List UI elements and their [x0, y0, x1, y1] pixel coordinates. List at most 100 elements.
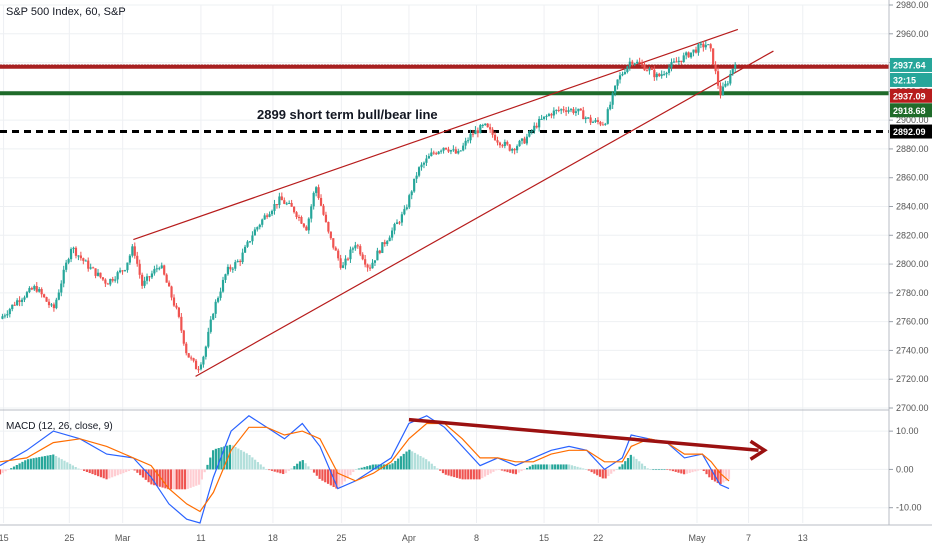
hist-bar	[545, 464, 548, 470]
candle-body	[25, 292, 29, 298]
hist-bar	[697, 469, 700, 471]
candle-body	[40, 289, 43, 295]
candle-body	[60, 283, 63, 293]
candle-body	[187, 353, 190, 358]
candle-body	[528, 131, 531, 137]
hist-bar	[702, 469, 705, 472]
y-tick-label: 2700.00	[896, 403, 929, 413]
candle-body	[35, 286, 38, 292]
y-tick-label: 2760.00	[896, 317, 929, 327]
hist-bar	[467, 469, 470, 480]
candle-body	[241, 252, 244, 263]
hist-bar	[671, 469, 675, 472]
candle-body	[491, 129, 494, 135]
hist-bar	[497, 469, 501, 471]
candle-body	[386, 241, 389, 245]
candle-body	[92, 267, 95, 269]
hist-bar	[315, 469, 318, 476]
candle-body	[464, 140, 467, 146]
badge-black-bg	[890, 124, 932, 139]
hist-bar	[108, 469, 111, 479]
hist-bar	[195, 469, 198, 486]
hist-bar	[646, 468, 649, 470]
candle-body	[67, 259, 70, 263]
candle-body	[349, 249, 352, 260]
candle-body	[476, 130, 479, 134]
candle-body	[444, 147, 448, 150]
candle-body	[47, 301, 51, 306]
hist-bar	[4, 469, 7, 472]
candle-body	[315, 187, 318, 193]
candle-body	[182, 330, 185, 344]
candle-body	[540, 118, 543, 120]
candle-body	[77, 255, 80, 257]
candle-body	[270, 210, 274, 215]
hist-bar	[666, 469, 669, 471]
candle-body	[160, 265, 163, 269]
candle-body	[319, 197, 323, 206]
hist-bar	[298, 461, 302, 470]
candle-body	[89, 267, 92, 269]
hist-bar	[203, 469, 206, 473]
hist-bar	[85, 469, 89, 472]
hist-bar	[105, 469, 108, 480]
x-tick-label: 22	[593, 533, 603, 543]
candle-body	[660, 74, 663, 77]
hist-bar	[49, 455, 52, 470]
candle-body	[626, 66, 629, 73]
hist-bar	[506, 469, 509, 473]
x-tick-label: 8	[474, 533, 479, 543]
candle-body	[65, 262, 68, 270]
candle-body	[636, 61, 639, 64]
candle-body	[452, 149, 455, 151]
candle-body	[214, 301, 217, 314]
hist-bar	[256, 462, 260, 470]
hist-bar	[133, 469, 136, 471]
candle-body	[520, 138, 524, 141]
hist-bar	[183, 469, 187, 490]
hist-bar	[680, 469, 683, 474]
hist-bar	[226, 445, 229, 470]
candle-body	[52, 304, 56, 309]
hist-bar	[71, 465, 74, 470]
hist-bar	[175, 469, 178, 490]
candle-body	[408, 195, 411, 208]
candle-body	[579, 108, 582, 111]
candle-body	[155, 268, 158, 270]
candle-body	[604, 123, 607, 125]
hist-bar	[475, 469, 478, 480]
candle-body	[364, 259, 367, 265]
hist-bar	[209, 457, 212, 470]
candle-body	[381, 242, 384, 253]
y-tick-label: 2880.00	[896, 144, 929, 154]
hist-bar	[500, 469, 503, 471]
candle-body	[236, 260, 239, 263]
hist-bar	[699, 469, 703, 471]
candle-body	[55, 299, 58, 309]
candle-body	[275, 204, 279, 206]
candle-body	[511, 149, 514, 151]
candle-body	[84, 260, 87, 262]
candle-body	[1, 316, 4, 319]
hist-bar	[579, 467, 582, 470]
hist-bar	[360, 467, 363, 470]
hist-bar	[130, 469, 133, 471]
y-tick-label: 2900.00	[896, 115, 929, 125]
candle-body	[378, 250, 381, 253]
candle-body	[658, 73, 661, 77]
channel-lines	[133, 28, 774, 377]
candle-body	[106, 283, 109, 285]
y-tick-label: 2960.00	[896, 29, 929, 39]
candle-body	[123, 270, 127, 272]
hist-bar	[119, 469, 122, 475]
hist-bar	[618, 466, 621, 470]
hist-bar	[528, 466, 532, 470]
candle-body	[180, 316, 183, 331]
hist-bar	[26, 459, 30, 470]
candle-body	[618, 75, 622, 80]
hist-bar	[554, 464, 557, 470]
candle-body	[538, 118, 541, 128]
macd-tick-label: -10.00	[896, 503, 922, 513]
hist-bar	[164, 469, 167, 489]
